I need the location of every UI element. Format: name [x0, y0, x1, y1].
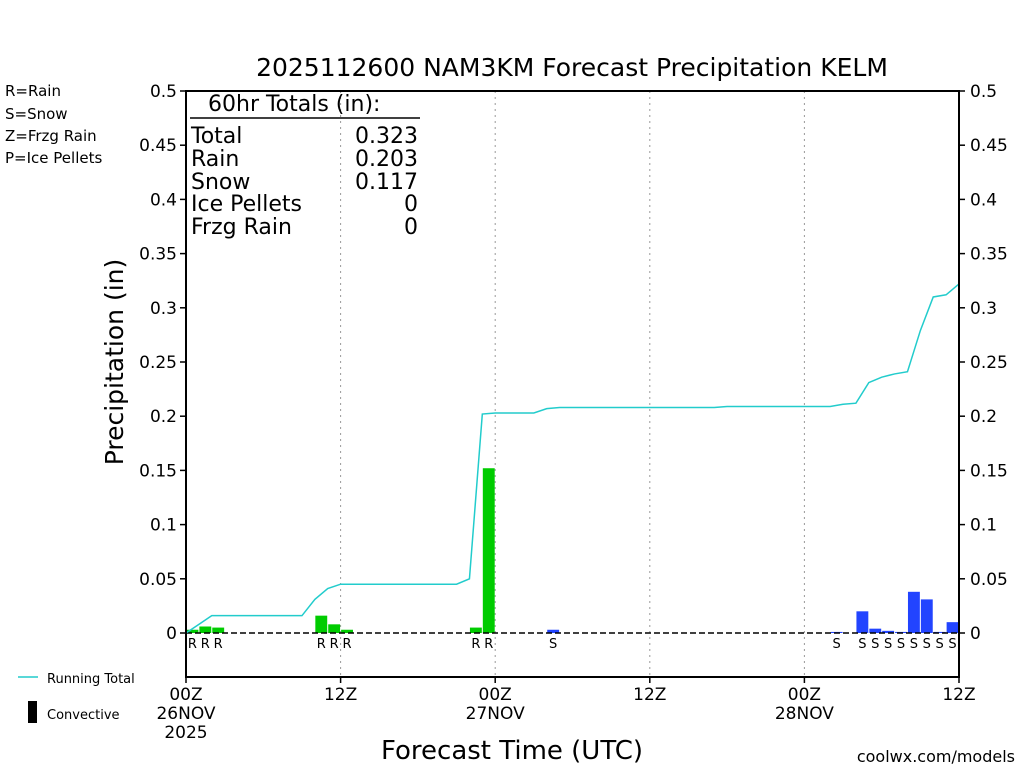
ptype-legend: R=Rain S=Snow Z=Frzg Rain P=Ice Pellets: [5, 82, 102, 167]
totals-label-frzg-rain: Frzg Rain: [191, 215, 292, 240]
bar-rain: [212, 627, 225, 633]
plot-frame: [185, 90, 960, 678]
ptype-legend-snow: S=Snow: [5, 105, 68, 123]
ptype-code-R: R: [201, 637, 210, 652]
bar-rain: [186, 629, 199, 633]
ptype-code-R: R: [317, 637, 326, 652]
bar-snow: [946, 622, 959, 633]
bar-rain: [199, 626, 212, 633]
totals-value-total: 0.323: [355, 124, 418, 149]
y-tick-label-left: 0.05: [139, 570, 177, 590]
bar-snow: [920, 599, 933, 633]
totals-label-rain: Rain: [191, 147, 239, 172]
ptype-legend-ice-pellets: P=Ice Pellets: [5, 149, 102, 167]
totals-box: 60hr Totals (in): Total 0.323 Rain 0.203…: [190, 92, 420, 240]
bar-snow: [933, 631, 946, 633]
y-tick-label-left: 0: [166, 624, 177, 644]
totals-label-ice-pellets: Ice Pellets: [191, 192, 302, 217]
y-tick-label-right: 0.15: [970, 461, 1008, 481]
ptype-code-S: S: [832, 637, 840, 652]
y-tick-label-right: 0: [970, 624, 981, 644]
grid-lines: [340, 91, 805, 677]
running-total-legend-label: Running Total: [47, 672, 135, 687]
bar-series: [186, 468, 959, 633]
totals-value-rain: 0.203: [355, 147, 418, 172]
y-tick-label-left: 0.1: [150, 516, 177, 536]
y-tick-label-left: 0.45: [139, 136, 177, 156]
totals-label-total: Total: [190, 124, 242, 149]
y-tick-label-right: 0.05: [970, 570, 1008, 590]
bar-rain: [469, 627, 482, 633]
y-tick-label-right: 0.1: [970, 516, 997, 536]
bar-rain: [315, 615, 328, 633]
x-tick-label: 00Z: [169, 685, 202, 705]
chart-title: 2025112600 NAM3KM Forecast Precipitation…: [256, 53, 888, 82]
convective-legend-label: Convective: [47, 708, 120, 723]
y-tick-label-left: 0.35: [139, 245, 177, 265]
y-tick-label-right: 0.5: [970, 82, 997, 102]
x-tick-label: 28NOV: [775, 704, 834, 724]
y-tick-label-right: 0.2: [970, 407, 997, 427]
bar-rain: [482, 468, 495, 633]
y-tick-label-left: 0.2: [150, 407, 177, 427]
ptype-legend-frzg-rain: Z=Frzg Rain: [5, 127, 97, 145]
ptype-code-R: R: [471, 637, 480, 652]
convective-legend-swatch: [28, 701, 37, 723]
y-tick-label-right: 0.45: [970, 136, 1008, 156]
bar-snow: [882, 630, 895, 633]
running-total-line: [185, 283, 960, 634]
y-tick-label-left: 0.4: [150, 190, 177, 210]
ptype-code-R: R: [188, 637, 197, 652]
ptype-code-S: S: [936, 637, 944, 652]
ptype-code-S: S: [884, 637, 892, 652]
y-tick-label-right: 0.25: [970, 353, 1008, 373]
x-tick-label: 12Z: [633, 685, 666, 705]
bar-rain: [341, 629, 353, 633]
totals-value-snow: 0.117: [355, 170, 418, 195]
y-tick-label-left: 0.15: [139, 461, 177, 481]
ptype-code-S: S: [871, 637, 879, 652]
ptype-code-R: R: [214, 637, 223, 652]
bottom-legend: Running Total Convective: [18, 672, 135, 723]
bar-snow: [856, 611, 869, 633]
ptype-code-S: S: [948, 637, 956, 652]
ptype-code-S: S: [549, 637, 557, 652]
x-tick-label: 2025: [164, 723, 207, 743]
ptype-code-R: R: [343, 637, 352, 652]
bar-rain: [328, 624, 341, 633]
y-tick-label-left: 0.25: [139, 353, 177, 373]
y-tick-label-right: 0.35: [970, 245, 1008, 265]
x-tick-label: 00Z: [479, 685, 512, 705]
x-tick-label: 12Z: [324, 685, 357, 705]
x-axis-label: Forecast Time (UTC): [381, 736, 643, 766]
y-tick-label-left: 0.5: [150, 82, 177, 102]
ptype-code-S: S: [897, 637, 905, 652]
y-tick-label-right: 0.4: [970, 190, 997, 210]
totals-header: 60hr Totals (in):: [208, 92, 380, 117]
totals-value-frzg-rain: 0: [404, 215, 418, 240]
ptype-code-R: R: [484, 637, 493, 652]
credit-text: coolwx.com/models: [857, 747, 1015, 766]
ptype-legend-rain: R=Rain: [5, 82, 61, 100]
x-tick-label: 00Z: [788, 685, 821, 705]
y-axis: 0 00.05 0.050.1 0.10.15 0.150.2 0.20.25 0.250.…: [139, 82, 1008, 644]
bar-snow: [869, 628, 882, 633]
ptype-code-R: R: [330, 637, 339, 652]
y-tick-label-left: 0.3: [150, 299, 177, 319]
bar-snow: [547, 629, 560, 633]
ptype-code-S: S: [923, 637, 931, 652]
totals-label-snow: Snow: [191, 170, 250, 195]
bar-snow: [907, 591, 920, 633]
totals-value-ice-pellets: 0: [404, 192, 418, 217]
ptype-code-S: S: [858, 637, 866, 652]
x-tick-label: 12Z: [942, 685, 975, 705]
x-tick-label: 26NOV: [156, 704, 215, 724]
y-tick-label-right: 0.3: [970, 299, 997, 319]
ptype-code-S: S: [910, 637, 918, 652]
x-tick-label: 27NOV: [466, 704, 525, 724]
y-axis-label: Precipitation (in): [100, 259, 129, 466]
